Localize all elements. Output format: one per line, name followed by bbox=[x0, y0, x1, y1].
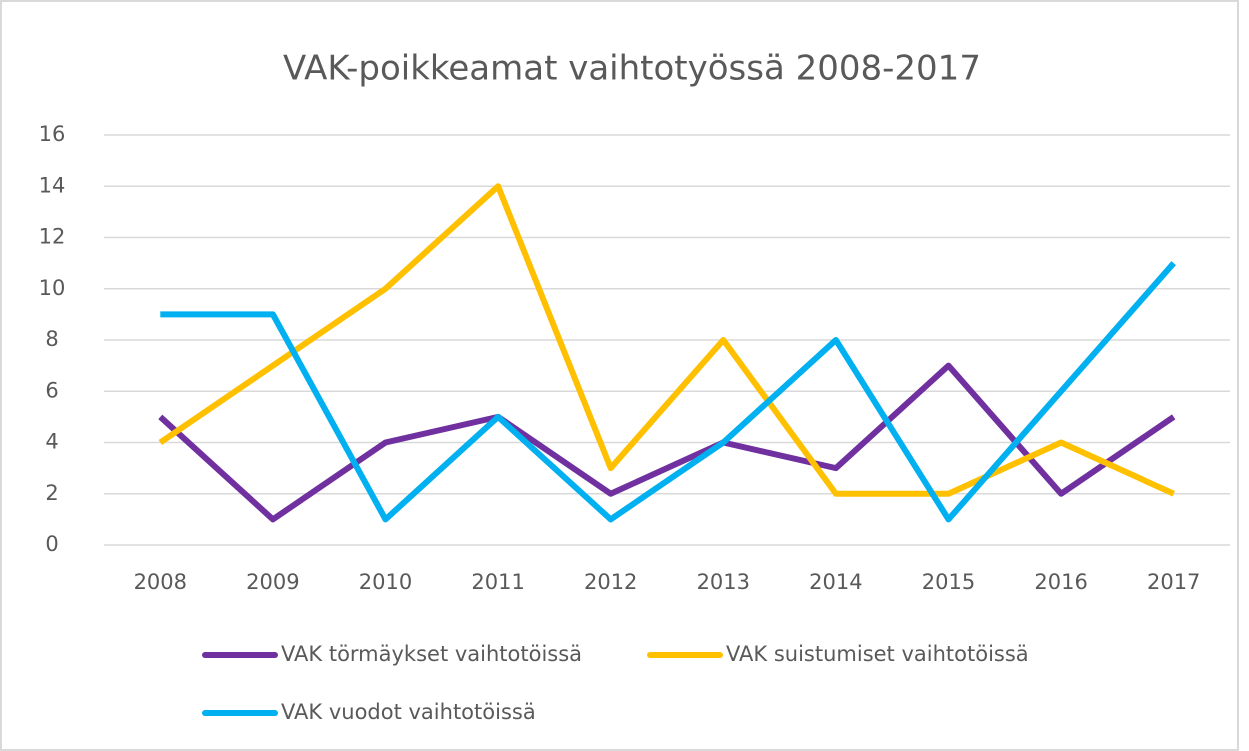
x-tick-label: 2010 bbox=[359, 570, 412, 594]
y-tick-label: 0 bbox=[45, 532, 58, 556]
legend-label: VAK törmäykset vaihtotöissä bbox=[281, 642, 582, 666]
chart-title: VAK-poikkeamat vaihtotyössä 2008-2017 bbox=[283, 49, 981, 89]
x-tick-label: 2012 bbox=[584, 570, 637, 594]
series-line bbox=[158, 183, 1175, 497]
x-tick-label: 2013 bbox=[697, 570, 750, 594]
x-tick-label: 2015 bbox=[922, 570, 975, 594]
x-tick-label: 2011 bbox=[471, 570, 524, 594]
y-tick-label: 4 bbox=[45, 430, 58, 454]
y-tick-label: 10 bbox=[39, 276, 66, 300]
series-line bbox=[158, 362, 1176, 523]
y-tick-label: 14 bbox=[39, 173, 66, 197]
x-tick-label: 2014 bbox=[809, 570, 862, 594]
x-tick-label: 2008 bbox=[134, 570, 187, 594]
y-tick-label: 8 bbox=[45, 327, 58, 351]
series-line bbox=[160, 261, 1176, 523]
x-tick-label: 2017 bbox=[1147, 570, 1200, 594]
x-tick-label: 2016 bbox=[1034, 570, 1087, 594]
y-tick-label: 6 bbox=[45, 378, 58, 402]
y-tick-label: 12 bbox=[39, 225, 66, 249]
legend-label: VAK vuodot vaihtotöissä bbox=[281, 700, 536, 724]
legend-label: VAK suistumiset vaihtotöissä bbox=[726, 642, 1029, 666]
y-tick-label: 16 bbox=[39, 122, 66, 146]
x-tick-label: 2009 bbox=[246, 570, 299, 594]
y-tick-label: 2 bbox=[45, 481, 58, 505]
